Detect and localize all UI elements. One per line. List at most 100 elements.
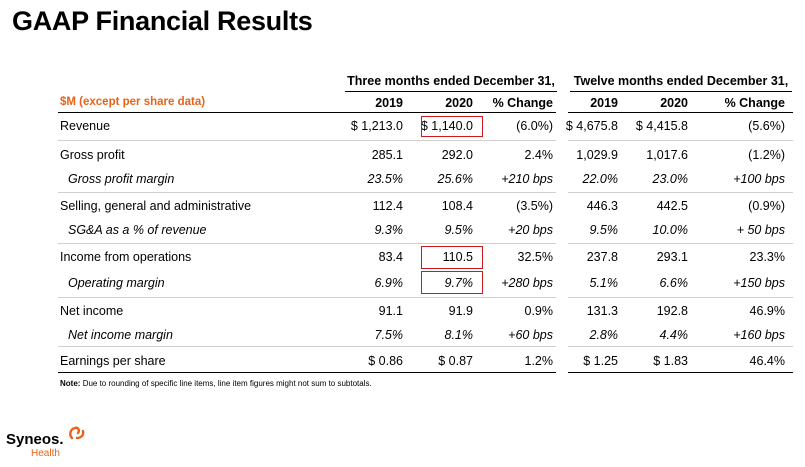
col-header-q-2020: 2020: [445, 96, 473, 110]
row-label: Net income margin: [68, 328, 173, 342]
table-cell: 5.1%: [589, 276, 619, 290]
table-cell: 10.0%: [652, 223, 688, 237]
table-cell: 285.1: [371, 148, 403, 162]
row-separator: [58, 140, 556, 141]
table-cell: 108.4: [441, 199, 473, 213]
table-cell: 23.0%: [652, 172, 688, 186]
col-header-y-change: % Change: [724, 96, 785, 110]
table-cell: 23.5%: [367, 172, 403, 186]
table-cell: +280 bps: [501, 276, 553, 290]
row-label: Operating margin: [68, 276, 165, 290]
logo-mark-icon: [69, 426, 85, 440]
table-cell: $ 4,415.8: [635, 119, 688, 133]
table-cell: $ 4,675.8: [565, 119, 618, 133]
unit-label: $M (except per share data): [60, 96, 206, 108]
footnote-prefix: Note:: [60, 379, 81, 388]
table-cell: $ 1,140.0: [420, 119, 473, 133]
header-rule-right: [568, 112, 793, 113]
row-label: Gross profit: [60, 148, 125, 162]
col-header-y-2020: 2020: [660, 96, 688, 110]
row-separator: [568, 243, 793, 244]
table-cell: 446.3: [586, 199, 618, 213]
row-label: Gross profit margin: [68, 172, 175, 186]
col-header-q-2019: 2019: [375, 96, 403, 110]
highlight-revenue-2020: [421, 116, 483, 137]
table-cell: 293.1: [656, 250, 688, 264]
table-cell: 1.2%: [524, 354, 554, 368]
table-cell: $ 1.83: [653, 354, 688, 368]
group-header-three-months: Three months ended December 31,: [345, 74, 557, 92]
table-cell: $ 1.25: [583, 354, 618, 368]
table-cell: 9.5%: [589, 223, 619, 237]
table-bottom-rule: [568, 372, 793, 373]
row-separator: [58, 297, 556, 298]
table-cell: 1,017.6: [646, 148, 688, 162]
table-cell: 25.6%: [437, 172, 473, 186]
table-cell: 9.5%: [444, 223, 474, 237]
row-separator: [568, 297, 793, 298]
table-cell: 0.9%: [524, 304, 554, 318]
table-cell: +210 bps: [501, 172, 553, 186]
table-cell: 9.3%: [374, 223, 404, 237]
row-separator: [58, 346, 556, 347]
row-separator: [568, 192, 793, 193]
row-separator: [568, 140, 793, 141]
highlight-income-ops-2020: [421, 246, 483, 269]
table-bottom-rule: [58, 372, 556, 373]
row-label: SG&A as a % of revenue: [68, 223, 207, 237]
table-cell: 46.9%: [749, 304, 785, 318]
table-cell: $ 0.87: [438, 354, 473, 368]
table-cell: 91.1: [378, 304, 403, 318]
table-cell: 6.6%: [659, 276, 689, 290]
table-cell: (6.0%): [516, 119, 553, 133]
table-cell: (5.6%): [748, 119, 785, 133]
table-cell: + 50 bps: [736, 223, 785, 237]
table-cell: $ 1,213.0: [350, 119, 403, 133]
row-label: Earnings per share: [60, 354, 166, 368]
col-header-q-change: % Change: [492, 96, 553, 110]
table-cell: +150 bps: [733, 276, 785, 290]
table-cell: 237.8: [586, 250, 618, 264]
table-cell: 9.7%: [444, 276, 474, 290]
table-cell: (0.9%): [748, 199, 785, 213]
col-header-y-2019: 2019: [590, 96, 618, 110]
table-cell: 292.0: [441, 148, 473, 162]
table-cell: 8.1%: [444, 328, 474, 342]
table-cell: 83.4: [378, 250, 403, 264]
table-cell: +60 bps: [508, 328, 553, 342]
table-cell: 91.9: [448, 304, 473, 318]
page-title: GAAP Financial Results: [12, 6, 313, 36]
table-cell: 4.4%: [659, 328, 689, 342]
group-header-twelve-months: Twelve months ended December 31,: [570, 74, 792, 92]
highlight-operating-margin-2020: [421, 271, 483, 294]
table-cell: 22.0%: [582, 172, 618, 186]
footnote: Note: Due to rounding of specific line i…: [60, 379, 372, 388]
row-separator: [58, 243, 556, 244]
table-cell: 6.9%: [374, 276, 404, 290]
table-cell: 1,029.9: [576, 148, 618, 162]
table-cell: $ 0.86: [368, 354, 403, 368]
table-cell: (3.5%): [516, 199, 553, 213]
row-label: Revenue: [60, 119, 111, 133]
row-separator: [58, 192, 556, 193]
table-cell: 192.8: [656, 304, 688, 318]
table-cell: 442.5: [656, 199, 688, 213]
table-cell: (1.2%): [748, 148, 785, 162]
footnote-text: Due to rounding of specific line items, …: [82, 379, 372, 388]
row-label: Selling, general and administrative: [60, 199, 252, 213]
table-cell: 2.4%: [524, 148, 554, 162]
table-cell: +100 bps: [733, 172, 785, 186]
table-cell: +20 bps: [508, 223, 553, 237]
table-cell: 23.3%: [749, 250, 785, 264]
table-cell: 112.4: [372, 199, 403, 213]
table-cell: 110.5: [442, 250, 473, 264]
table-cell: 2.8%: [589, 328, 619, 342]
header-rule-left: [58, 112, 556, 113]
row-label: Net income: [60, 304, 124, 318]
table-cell: 131.3: [586, 304, 618, 318]
logo-wordmark: Syneos.: [6, 431, 64, 448]
syneos-logo: Syneos. Health: [6, 425, 96, 465]
row-label: Income from operations: [60, 250, 192, 264]
table-cell: +160 bps: [733, 328, 785, 342]
table-cell: 32.5%: [517, 250, 553, 264]
